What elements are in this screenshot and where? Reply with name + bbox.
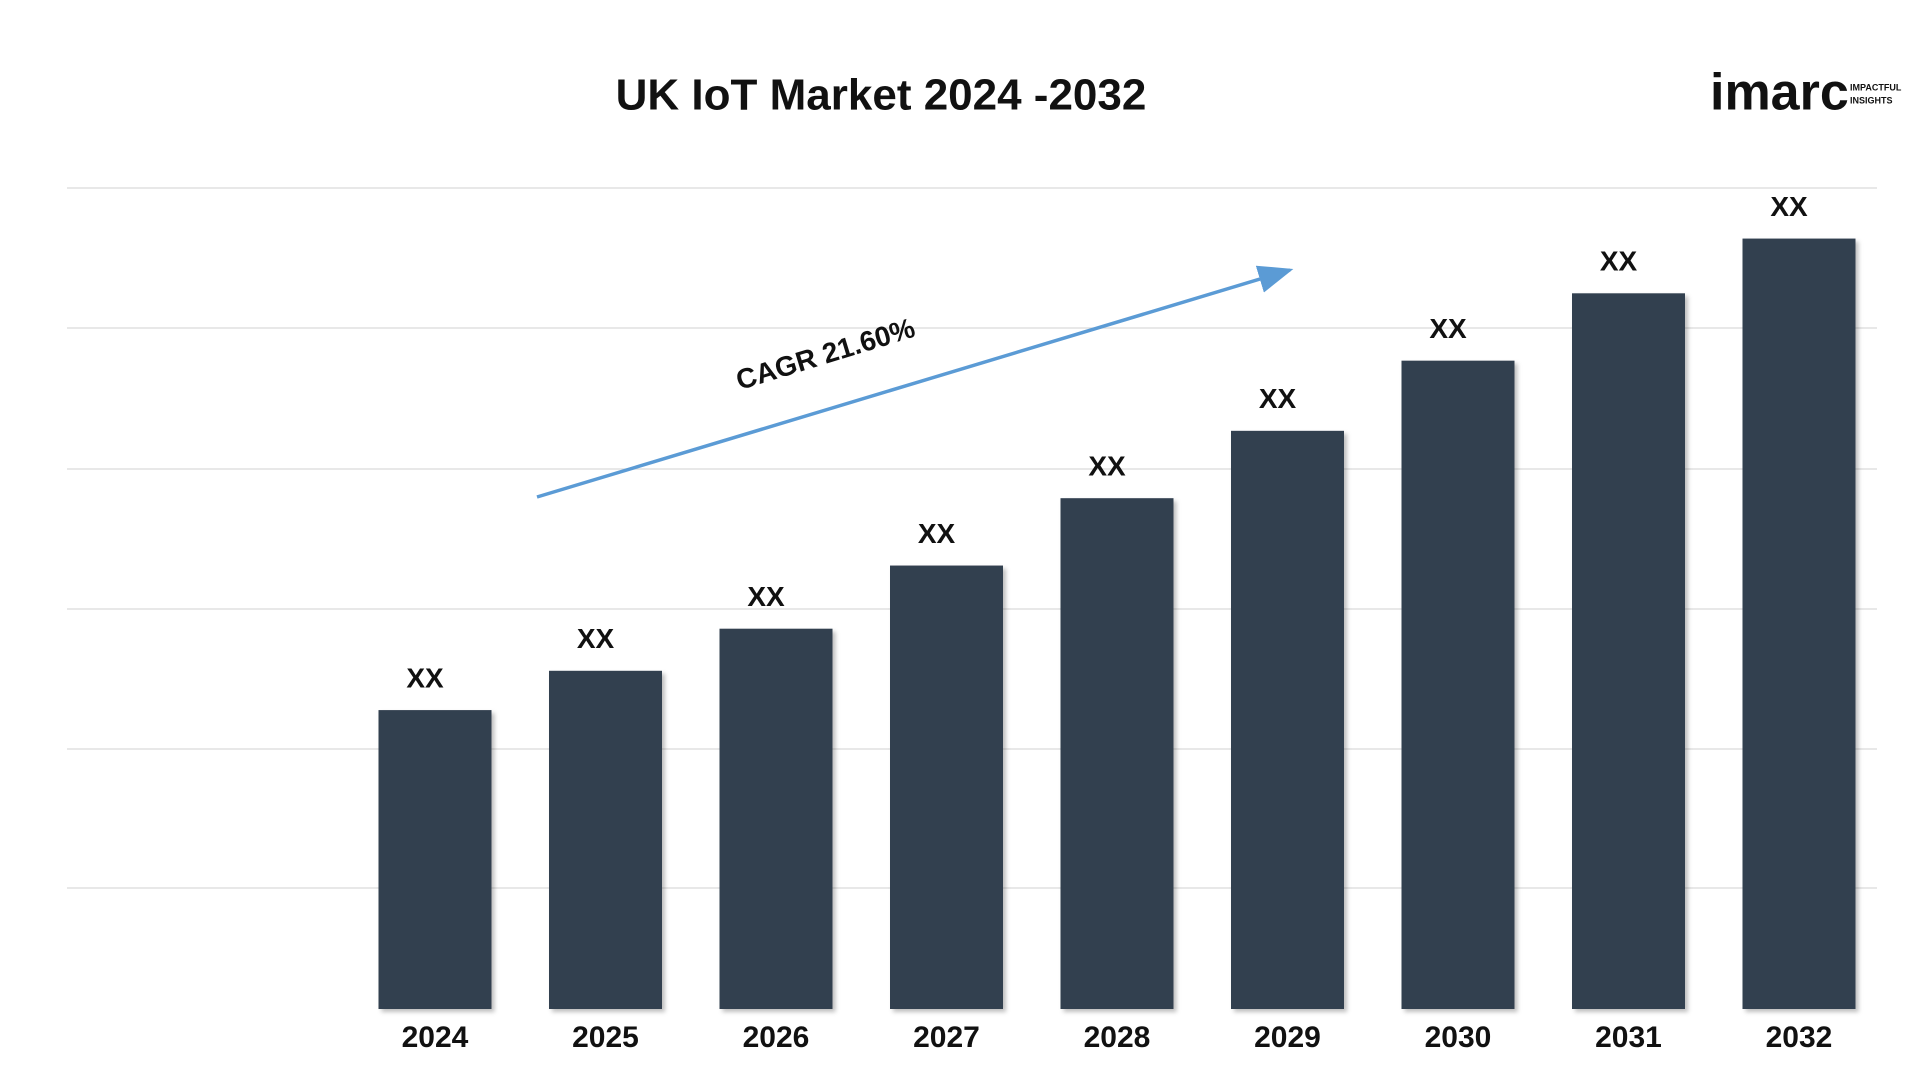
data-label: XX: [1088, 451, 1126, 482]
data-label: XX: [406, 662, 444, 693]
x-tick-label: 2028: [1084, 1021, 1151, 1054]
bar: [1572, 293, 1685, 1009]
x-tick-label: 2029: [1254, 1021, 1321, 1054]
x-tick-label: 2024: [402, 1021, 469, 1054]
bar: [1060, 498, 1174, 1009]
logo: imarc IMPACTFUL INSIGHTS: [1710, 64, 1902, 122]
bar: [890, 565, 1003, 1009]
bar: [1401, 360, 1515, 1009]
x-tick-label: 2025: [572, 1021, 639, 1054]
x-tick-label: 2030: [1425, 1021, 1492, 1054]
x-tick-label: 2031: [1595, 1021, 1662, 1054]
data-label: XX: [577, 623, 615, 654]
chart-title: UK IoT Market 2024 -2032: [616, 71, 1147, 120]
bar: [378, 710, 492, 1009]
data-label: XX: [747, 581, 785, 612]
x-tick-label: 2032: [1766, 1021, 1833, 1054]
bar: [549, 670, 662, 1009]
logo-name: imarc: [1710, 64, 1849, 122]
data-label: XX: [1259, 383, 1297, 414]
cagr-label: CAGR 21.60%: [732, 312, 918, 396]
data-label: XX: [1770, 191, 1808, 222]
logo-tagline: INSIGHTS: [1850, 95, 1893, 105]
x-tick-label: 2027: [913, 1021, 980, 1054]
data-label: XX: [918, 518, 956, 549]
cagr-arrow: [536, 265, 1294, 499]
data-label: XX: [1600, 246, 1638, 277]
bar: [719, 628, 833, 1009]
data-label: XX: [1429, 313, 1467, 344]
logo-tagline: IMPACTFUL: [1850, 82, 1902, 92]
x-tick-label: 2026: [743, 1021, 810, 1054]
bar: [1742, 238, 1856, 1009]
bar: [1231, 430, 1344, 1009]
